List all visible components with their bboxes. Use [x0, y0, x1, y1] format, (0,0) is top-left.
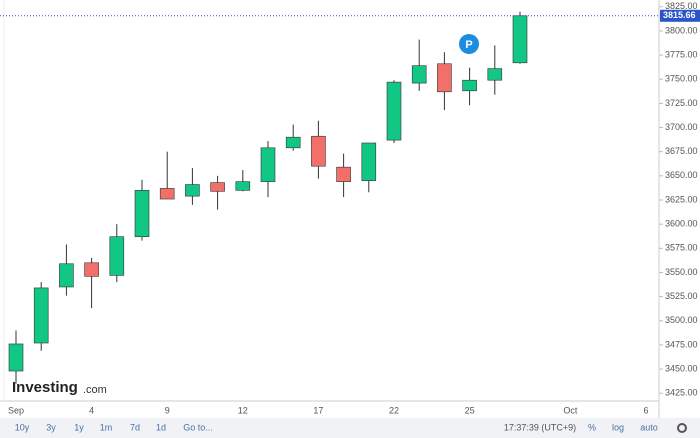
candle-body	[437, 63, 452, 93]
candle-body	[285, 136, 301, 149]
candle-body	[336, 166, 351, 182]
candle-body	[487, 68, 503, 81]
y-tick-label: 3575.00	[665, 243, 698, 253]
candle-body	[159, 188, 175, 200]
candle-body	[386, 81, 402, 141]
logo-suffix: .com	[83, 384, 107, 396]
goto-button[interactable]: Go to...	[183, 422, 213, 432]
y-tick-label: 3425.00	[665, 388, 698, 398]
range-button[interactable]: 10y	[15, 422, 30, 432]
x-tick-label: 4	[89, 405, 94, 415]
y-tick-label: 3825.00	[665, 1, 698, 11]
y-tick-label: 3750.00	[665, 74, 698, 84]
y-tick-label: 3475.00	[665, 339, 698, 349]
y-tick-label: 3800.00	[665, 25, 698, 35]
candle-body	[260, 147, 276, 182]
settings-button[interactable]	[677, 423, 687, 433]
candle-body	[462, 79, 477, 92]
percent-button[interactable]: %	[588, 422, 596, 432]
toolbar	[0, 418, 700, 438]
annotation-label: P	[465, 39, 472, 51]
x-tick-label: 22	[389, 405, 399, 415]
y-tick-label: 3675.00	[665, 146, 698, 156]
y-tick-label: 3600.00	[665, 219, 698, 229]
y-tick-label: 3775.00	[665, 49, 698, 59]
y-tick-label: 3700.00	[665, 122, 698, 132]
candle-body	[84, 262, 99, 277]
y-tick-label: 3650.00	[665, 170, 698, 180]
x-tick-label: 6	[643, 405, 648, 415]
candle-body	[235, 181, 251, 191]
logo-name: Investing	[12, 379, 78, 396]
x-tick-label: 17	[313, 405, 323, 415]
candle-body	[33, 287, 49, 344]
x-tick-label: Sep	[8, 405, 24, 415]
annotation-marker: P	[459, 34, 479, 54]
candle-body	[185, 184, 200, 197]
last-price-label: 3815.66	[663, 10, 696, 20]
logo: Investing .com	[12, 379, 107, 396]
range-button[interactable]: 7d	[130, 422, 140, 432]
candle-body	[210, 182, 225, 192]
x-tick-label: 25	[465, 405, 475, 415]
auto-button[interactable]: auto	[640, 422, 658, 432]
candle-body	[411, 65, 427, 84]
y-tick-label: 3450.00	[665, 363, 698, 373]
y-tick-label: 3550.00	[665, 267, 698, 277]
candle-body	[134, 190, 150, 238]
x-tick-label: Oct	[563, 405, 578, 415]
candle-body	[8, 343, 24, 372]
candle-body	[512, 15, 528, 64]
candle-body	[59, 263, 74, 288]
candle-body	[311, 135, 326, 167]
y-tick-label: 3625.00	[665, 194, 698, 204]
log-button[interactable]: log	[612, 422, 624, 432]
range-button[interactable]: 1d	[156, 422, 166, 432]
candle-body	[109, 236, 125, 276]
x-tick-label: 9	[165, 405, 170, 415]
range-button[interactable]: 1y	[74, 422, 84, 432]
clock: 17:37:39 (UTC+9)	[504, 422, 576, 432]
range-button[interactable]: 3y	[46, 422, 56, 432]
x-tick-label: 12	[238, 405, 248, 415]
last-price-box	[660, 9, 700, 22]
range-button[interactable]: 1m	[100, 422, 113, 432]
candle-body	[361, 142, 377, 181]
y-tick-label: 3725.00	[665, 98, 698, 108]
annotation-circle	[459, 34, 479, 54]
toolbar-items: 10y 3y 1y 1m 7d 1d Go to... 17:37:39 (UT…	[15, 422, 687, 433]
y-tick-label: 3525.00	[665, 291, 698, 301]
y-tick-label: 3500.00	[665, 315, 698, 325]
